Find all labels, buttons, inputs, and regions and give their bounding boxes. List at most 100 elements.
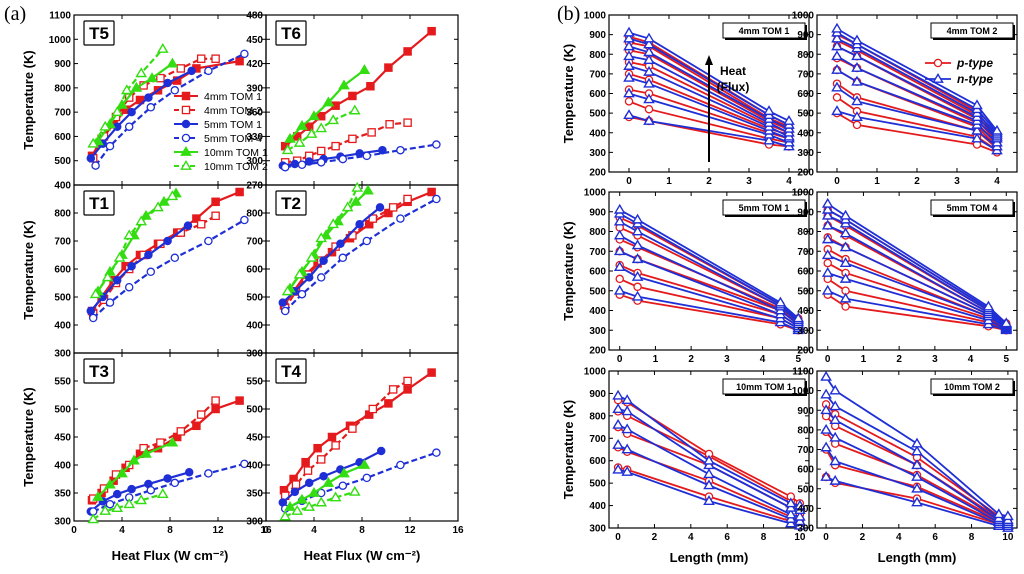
x-tick-label: 3 (746, 176, 752, 187)
y-tick-label: 400 (589, 128, 606, 139)
data-point (166, 190, 179, 201)
y-tick-label: 500 (589, 286, 606, 297)
data-point (192, 421, 201, 431)
y-axis-label: Temperature (K) (21, 387, 36, 486)
data-point (124, 282, 134, 292)
n-type-point (820, 423, 832, 434)
n-type-point (613, 284, 626, 295)
y-tick-label: 450 (246, 433, 263, 444)
panel-a-label: (a) (4, 3, 26, 25)
data-point (388, 385, 398, 394)
data-point (211, 54, 220, 63)
n-type-point (621, 423, 634, 434)
n-type-point (851, 75, 863, 86)
chart-b3: 200 300 400 500 600 700 800 900 1000 0 1 2 3 4 5 5mm TO… (561, 188, 810, 365)
y-axis-label: Temperature (K) (561, 221, 576, 320)
y-tick-label: 500 (797, 109, 814, 120)
y-axis-label: Temperature (K) (21, 50, 36, 149)
n-type-point (643, 93, 655, 104)
x-tick-label: 0 (834, 176, 840, 187)
n-type-line (619, 266, 799, 330)
y-tick-label: 900 (54, 59, 71, 70)
legend-label: p-type (956, 56, 993, 70)
data-point (362, 236, 372, 246)
y-tick-label: 300 (54, 349, 71, 360)
data-point (204, 236, 213, 246)
label-box (930, 199, 1014, 216)
data-point (308, 110, 320, 121)
y-tick-label: 1000 (792, 386, 815, 397)
label-box (930, 378, 1014, 395)
data-point (316, 158, 326, 167)
n-type-point (821, 233, 834, 244)
data-point (315, 496, 328, 507)
x-tick-label: 6 (724, 532, 730, 543)
data-point (327, 218, 340, 229)
x-tick-label: 4 (688, 532, 694, 543)
x-tick-label: 16 (452, 525, 464, 536)
data-point (192, 214, 201, 223)
data-point (322, 476, 335, 487)
y-tick-label: 550 (54, 377, 71, 388)
n-type-point (631, 253, 644, 264)
chart-T5: 400 500 600 700 800 900 1000 1100 T5 4mm TOM 1 4mm… (49, 11, 268, 192)
chart-title: T1 (89, 194, 109, 213)
y-tick-label: 400 (797, 128, 814, 139)
n-type-point (703, 454, 715, 465)
label-box (722, 22, 806, 39)
n-type-point (991, 124, 1003, 135)
n-type-point (821, 197, 834, 208)
y-tick-label: 300 (246, 517, 263, 528)
y-tick-label: 500 (246, 293, 263, 304)
legend-label: 5mm TOM 4 (204, 133, 262, 145)
p-type-point (841, 302, 850, 311)
data-point (140, 447, 152, 458)
n-type-point (613, 245, 626, 256)
x-tick-label: 5 (1004, 354, 1010, 365)
data-point (123, 498, 136, 509)
y-tick-label: 300 (589, 524, 606, 535)
n-type-point (831, 32, 843, 43)
x-tick-label: 3 (724, 354, 730, 365)
x-axis-label: Heat Flux (W cm⁻²) (112, 548, 229, 563)
data-point (315, 232, 328, 243)
data-point (135, 215, 148, 226)
data-point (403, 194, 412, 204)
plot-frame (608, 370, 810, 529)
y-axis-label: Temperature (K) (561, 400, 576, 499)
n-type-point (982, 300, 995, 311)
series-line (285, 121, 408, 164)
data-point (135, 67, 148, 78)
data-point (319, 256, 328, 265)
data-point (170, 86, 180, 95)
n-type-point (831, 22, 843, 33)
legend-label: 5mm TOM 1 (204, 119, 262, 131)
data-point (211, 404, 220, 414)
data-point (427, 368, 436, 377)
y-tick-label: 300 (797, 148, 814, 159)
x-tick-label: 8 (167, 525, 173, 536)
series-line (284, 30, 433, 147)
y-tick-label: 200 (797, 168, 814, 179)
data-point (316, 111, 326, 121)
y-tick-label: 400 (589, 501, 606, 512)
y-tick-label: 400 (589, 306, 606, 317)
y-tick-label: 700 (797, 445, 814, 456)
series-line (92, 48, 164, 145)
chart-b6: 300 400 500 600 700 800 900 1000 1100 0 2 4 6 8 10 10mm… (792, 367, 1018, 565)
n-type-point (643, 77, 655, 88)
data-point (105, 298, 115, 307)
n-type-point (992, 508, 1005, 519)
y-tick-label: 500 (589, 109, 606, 120)
n-type-point (621, 443, 634, 454)
data-point (112, 275, 122, 285)
y-tick-label: 400 (54, 461, 71, 472)
n-type-line (836, 86, 998, 148)
data-point (355, 219, 364, 229)
n-type-point (839, 227, 852, 238)
data-point (296, 119, 308, 130)
x-tick-label: 0 (71, 525, 77, 536)
n-type-point (820, 404, 832, 415)
sample-label: 10mm TOM 2 (944, 382, 1000, 392)
chart-T6: 270 300 330 360 390 420 450 480 T6 (246, 11, 459, 192)
